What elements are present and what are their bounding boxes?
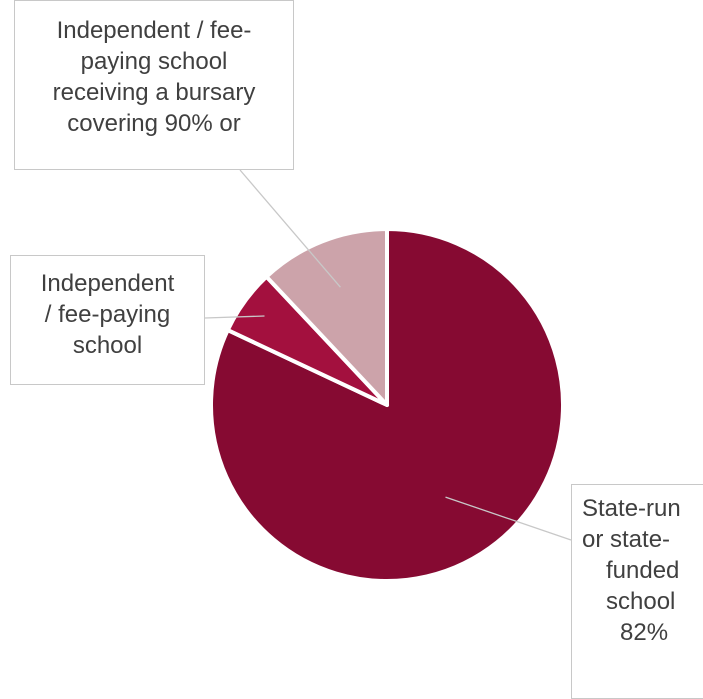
leader-line-2 bbox=[239, 169, 341, 288]
leader-line-0 bbox=[445, 496, 572, 541]
leader-lines bbox=[204, 169, 572, 541]
pie-slices bbox=[209, 227, 565, 583]
slice-label-state-run: State-run or state- funded school 82% bbox=[571, 484, 703, 699]
leader-line-1 bbox=[204, 315, 265, 319]
pie-slice-0 bbox=[209, 227, 565, 583]
pie-slice-2 bbox=[264, 227, 389, 407]
slice-label-independent: Independent / fee-paying school bbox=[10, 255, 205, 385]
slice-label-bursary: Independent / fee- paying school receivi… bbox=[14, 0, 294, 170]
